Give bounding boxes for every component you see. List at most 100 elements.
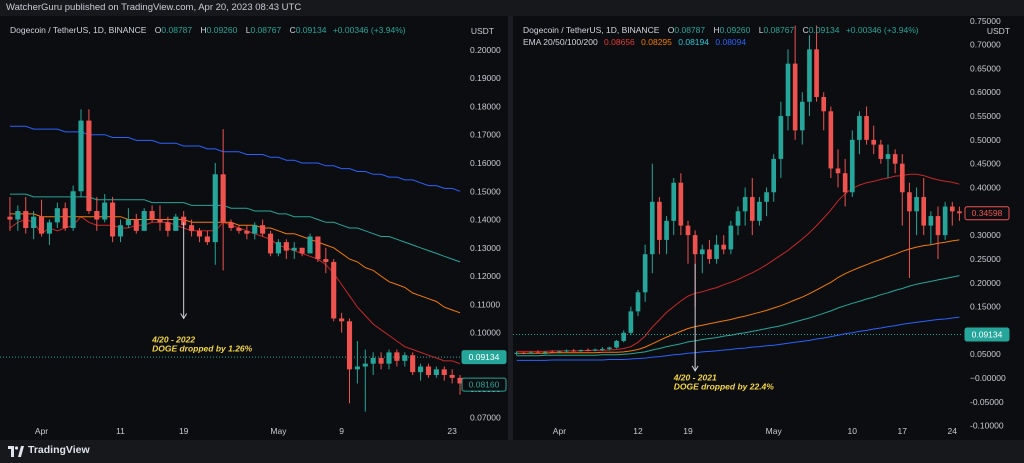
candle[interactable] — [299, 247, 305, 257]
candle[interactable] — [252, 222, 258, 240]
candle[interactable] — [785, 49, 791, 131]
candle[interactable] — [394, 349, 400, 367]
candle[interactable] — [942, 201, 948, 240]
candle[interactable] — [849, 130, 855, 198]
candle[interactable] — [62, 202, 68, 231]
candle[interactable] — [564, 349, 569, 353]
candle[interactable] — [354, 341, 360, 384]
candle[interactable] — [220, 129, 226, 271]
candle[interactable] — [542, 350, 548, 355]
candle[interactable] — [778, 101, 784, 178]
candle[interactable] — [614, 339, 619, 349]
candle[interactable] — [735, 206, 741, 236]
candle[interactable] — [54, 202, 60, 228]
candle[interactable] — [110, 196, 116, 243]
candle[interactable] — [799, 92, 805, 145]
candle[interactable] — [133, 213, 139, 234]
candle[interactable] — [728, 220, 734, 255]
candle[interactable] — [283, 239, 289, 260]
candle[interactable] — [607, 346, 612, 351]
candle[interactable] — [721, 235, 727, 255]
candle[interactable] — [928, 211, 934, 245]
candle[interactable] — [275, 239, 281, 257]
candle[interactable] — [15, 205, 21, 231]
candle[interactable] — [807, 35, 812, 117]
candle[interactable] — [339, 312, 345, 333]
candle[interactable] — [578, 349, 584, 352]
candle[interactable] — [792, 25, 798, 140]
candle[interactable] — [628, 306, 634, 336]
candle[interactable] — [149, 205, 155, 223]
candle[interactable] — [678, 173, 684, 236]
candle[interactable] — [821, 92, 827, 131]
chart-svg-right[interactable]: -0.10000-0.05000−0.000000.050000.100000.… — [513, 16, 1024, 440]
candle[interactable] — [685, 220, 691, 264]
candle[interactable] — [38, 199, 45, 237]
candle[interactable] — [907, 182, 912, 279]
candle[interactable] — [370, 352, 376, 375]
candle[interactable] — [699, 244, 705, 274]
candle[interactable] — [814, 25, 819, 102]
candle[interactable] — [165, 216, 171, 237]
candle[interactable] — [228, 219, 234, 231]
candle[interactable] — [771, 154, 777, 202]
candle[interactable] — [742, 187, 748, 226]
candle[interactable] — [323, 247, 329, 274]
candle[interactable] — [935, 206, 941, 259]
candle[interactable] — [957, 206, 962, 221]
candle[interactable] — [173, 213, 179, 231]
candle[interactable] — [449, 369, 455, 384]
candle[interactable] — [441, 366, 447, 381]
chart-panel-right[interactable]: -0.10000-0.05000−0.000000.050000.100000.… — [513, 16, 1024, 440]
candle[interactable] — [835, 149, 841, 188]
candle[interactable] — [125, 208, 131, 228]
candle[interactable] — [621, 330, 627, 343]
candle[interactable] — [291, 242, 297, 260]
candle[interactable] — [828, 106, 834, 178]
candle[interactable] — [7, 196, 13, 231]
candle[interactable] — [189, 219, 195, 237]
candle[interactable] — [425, 363, 432, 378]
candle[interactable] — [212, 162, 218, 265]
candle[interactable] — [914, 187, 919, 236]
candle[interactable] — [885, 144, 891, 178]
candle[interactable] — [386, 349, 392, 370]
candle[interactable] — [31, 211, 37, 240]
candle[interactable] — [642, 244, 648, 302]
candle[interactable] — [260, 219, 266, 237]
candle[interactable] — [315, 236, 321, 262]
candle[interactable] — [571, 349, 577, 352]
candle[interactable] — [535, 350, 541, 354]
candle[interactable] — [949, 201, 955, 226]
candle[interactable] — [549, 350, 555, 353]
symbol-name[interactable]: Dogecoin / TetherUS, 1D, BINANCE — [10, 25, 147, 35]
panel-divider[interactable] — [508, 16, 513, 440]
candle[interactable] — [649, 163, 655, 274]
candle[interactable] — [749, 177, 755, 236]
candle[interactable] — [378, 352, 384, 370]
candle[interactable] — [94, 196, 100, 231]
candle[interactable] — [236, 225, 242, 234]
candle[interactable] — [402, 352, 408, 367]
candle[interactable] — [864, 106, 869, 145]
candle[interactable] — [204, 230, 210, 245]
candle[interactable] — [671, 177, 677, 236]
candle[interactable] — [141, 208, 147, 231]
ema-legend-label[interactable]: EMA 20/50/100/200 — [523, 37, 598, 47]
candle[interactable] — [871, 125, 877, 155]
candle[interactable] — [892, 149, 898, 174]
candle[interactable] — [157, 205, 163, 231]
candle[interactable] — [78, 109, 84, 197]
candle[interactable] — [757, 197, 762, 226]
candle[interactable] — [70, 185, 76, 231]
candle[interactable] — [657, 197, 662, 255]
candle[interactable] — [418, 363, 424, 381]
candle[interactable] — [46, 219, 52, 245]
candle[interactable] — [528, 351, 534, 354]
candle[interactable] — [878, 139, 884, 164]
candle[interactable] — [86, 109, 92, 214]
candle[interactable] — [707, 239, 712, 264]
candle[interactable] — [599, 347, 605, 351]
candle[interactable] — [267, 230, 274, 257]
candle[interactable] — [514, 351, 519, 356]
